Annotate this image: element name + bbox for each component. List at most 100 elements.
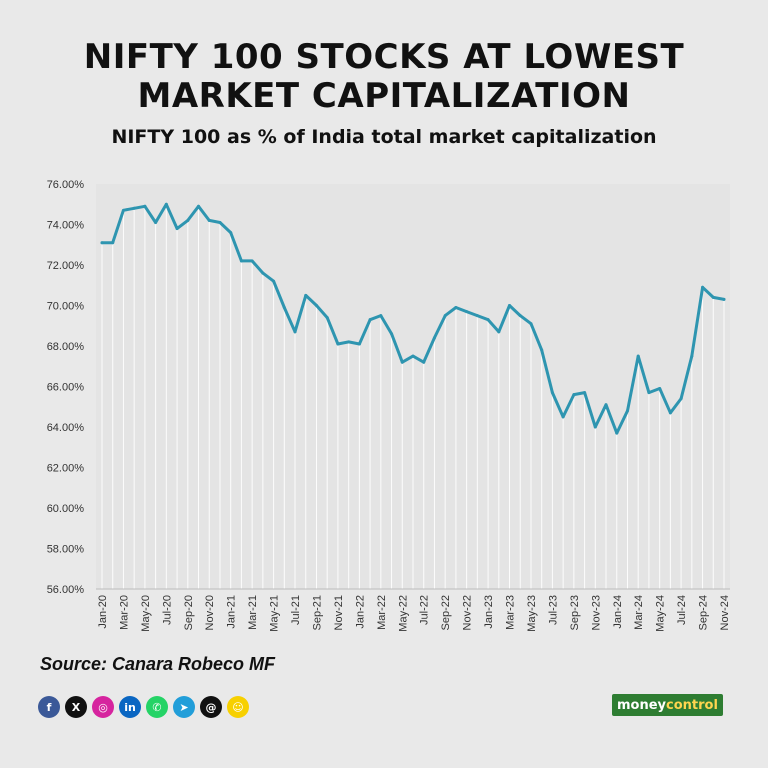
- x-tick-label: Sep-22: [440, 595, 452, 630]
- snapchat-icon[interactable]: ☺: [227, 696, 249, 718]
- y-tick-label: 60.00%: [47, 503, 85, 515]
- x-tick-label: May-24: [655, 595, 667, 632]
- x-tick-label: Nov-22: [462, 595, 474, 630]
- x-tick-label: Jul-23: [547, 595, 559, 625]
- data-point: [368, 318, 372, 322]
- data-point: [282, 306, 286, 310]
- x-tick-label: Jan-22: [354, 595, 366, 629]
- data-point: [304, 293, 308, 297]
- data-point: [583, 391, 587, 395]
- data-point: [100, 241, 104, 245]
- x-tick-label: Nov-23: [590, 595, 602, 630]
- data-point: [432, 336, 436, 340]
- x-tick-label: Jul-21: [290, 595, 302, 625]
- data-point: [508, 304, 512, 307]
- data-point: [711, 295, 715, 299]
- page-title: NIFTY 100 STOCKS AT LOWEST MARKET CAPITA…: [0, 38, 768, 116]
- y-tick-label: 58.00%: [47, 544, 85, 556]
- y-tick-label: 68.00%: [47, 341, 85, 353]
- data-point: [400, 360, 404, 364]
- data-point: [347, 340, 351, 344]
- data-point: [486, 318, 490, 322]
- data-point: [207, 218, 211, 222]
- x-tick-label: Jul-20: [161, 595, 173, 625]
- x-icon[interactable]: X: [65, 696, 87, 718]
- x-tick-label: Mar-24: [633, 595, 645, 630]
- x-tick-label: Jul-22: [419, 595, 431, 625]
- x-tick-label: Nov-24: [719, 595, 731, 630]
- x-tick-label: Nov-20: [204, 595, 216, 630]
- title-line-2: MARKET CAPITALIZATION: [137, 76, 631, 116]
- data-point: [679, 397, 683, 401]
- data-point: [250, 259, 254, 263]
- x-tick-label: Jul-24: [676, 595, 688, 625]
- x-tick-label: Nov-21: [333, 595, 345, 630]
- data-point: [229, 231, 233, 235]
- x-tick-label: Sep-23: [569, 595, 581, 630]
- data-point: [379, 314, 383, 318]
- data-point: [154, 220, 158, 224]
- data-point: [690, 354, 694, 358]
- data-point: [722, 297, 726, 301]
- data-point: [293, 330, 297, 334]
- x-tick-label: Sep-21: [311, 595, 323, 630]
- data-point: [540, 348, 544, 352]
- brand-part-1: money: [617, 697, 667, 713]
- data-point: [604, 403, 608, 407]
- data-point: [443, 314, 447, 318]
- linkedin-icon[interactable]: in: [119, 696, 141, 718]
- x-tick-label: May-20: [140, 595, 152, 632]
- data-point: [701, 285, 705, 289]
- data-point: [411, 354, 415, 358]
- data-point: [518, 314, 522, 318]
- data-point: [593, 425, 597, 429]
- data-point: [111, 241, 115, 245]
- whatsapp-icon[interactable]: ✆: [146, 696, 168, 718]
- y-tick-label: 62.00%: [47, 463, 85, 475]
- data-point: [132, 206, 136, 210]
- data-point: [668, 411, 672, 415]
- x-tick-label: May-21: [269, 595, 281, 632]
- data-point: [572, 393, 576, 397]
- telegram-icon[interactable]: ➤: [173, 696, 195, 718]
- title-line-1: NIFTY 100 STOCKS AT LOWEST: [83, 37, 685, 77]
- data-point: [658, 387, 662, 391]
- data-point: [615, 431, 619, 435]
- data-point: [561, 415, 565, 419]
- x-tick-label: Jan-24: [612, 595, 624, 629]
- data-point: [272, 279, 276, 283]
- y-tick-label: 64.00%: [47, 422, 85, 434]
- y-tick-label: 72.00%: [47, 260, 85, 272]
- y-tick-label: 70.00%: [47, 301, 85, 313]
- data-point: [390, 332, 394, 336]
- x-tick-label: May-23: [526, 595, 538, 632]
- data-point: [550, 391, 554, 395]
- chart-subtitle: NIFTY 100 as % of India total market cap…: [111, 126, 657, 148]
- data-point: [239, 259, 243, 263]
- y-tick-label: 56.00%: [47, 584, 85, 596]
- social-icons: f X ◎ in ✆ ➤ @ ☺: [38, 696, 249, 718]
- data-point: [647, 391, 651, 395]
- data-point: [529, 322, 533, 326]
- data-point: [325, 316, 329, 320]
- facebook-icon[interactable]: f: [38, 696, 60, 718]
- data-point: [197, 204, 201, 208]
- data-point: [465, 310, 469, 314]
- data-point: [625, 409, 629, 413]
- y-tick-label: 66.00%: [47, 382, 85, 394]
- source-note: Source: Canara Robeco MF: [40, 654, 276, 674]
- x-tick-label: Mar-23: [505, 595, 517, 630]
- threads-icon[interactable]: @: [200, 696, 222, 718]
- data-point: [357, 342, 361, 346]
- data-point: [218, 220, 222, 224]
- x-tick-label: Jan-20: [97, 595, 109, 629]
- x-tick-label: Sep-20: [183, 595, 195, 630]
- instagram-icon[interactable]: ◎: [92, 696, 114, 718]
- y-tick-label: 76.00%: [47, 179, 85, 191]
- data-point: [175, 227, 179, 231]
- data-point: [422, 360, 426, 364]
- x-tick-label: Jan-23: [483, 595, 495, 629]
- data-point: [475, 314, 479, 318]
- data-point: [636, 354, 640, 358]
- data-point: [336, 342, 340, 346]
